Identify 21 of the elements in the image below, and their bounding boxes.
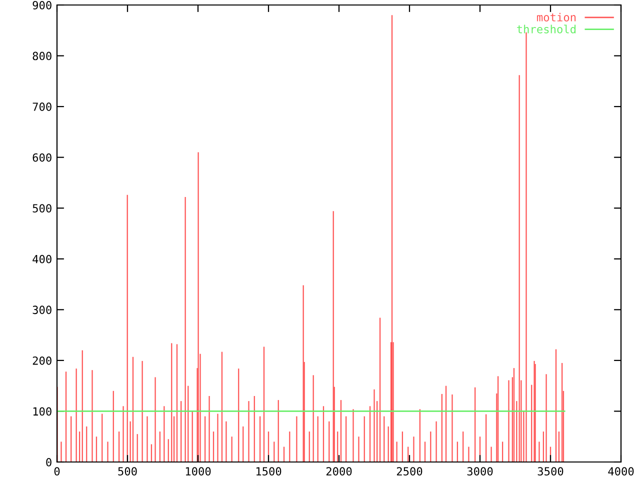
y-tick-label: 0 — [46, 458, 52, 466]
y-tick-label: 600 — [32, 153, 52, 162]
y-tick-label: 500 — [32, 204, 52, 213]
y-tick-label: 700 — [32, 102, 52, 111]
y-tick-label: 400 — [32, 254, 52, 264]
x-tick-label: 1500 — [256, 467, 282, 476]
y-tick-label: 200 — [32, 356, 52, 365]
y-tick-label: 900 — [32, 1, 52, 10]
x-tick-label: 500 — [118, 467, 137, 476]
y-tick-label: 100 — [33, 407, 52, 416]
x-tick-label: 2000 — [326, 467, 352, 476]
legend-label: motion — [537, 12, 576, 22]
y-tick-label: 800 — [32, 52, 52, 60]
y-tick-label: 300 — [32, 306, 52, 314]
x-tick-label: 4000 — [608, 467, 634, 476]
x-tick-label: 3000 — [467, 467, 493, 476]
x-tick-label: 0 — [54, 467, 60, 476]
legend-label: threshold — [517, 24, 576, 34]
x-tick-label: 1000 — [186, 467, 211, 476]
x-tick-label: 3500 — [538, 467, 564, 476]
x-tick-label: 2500 — [396, 467, 422, 476]
